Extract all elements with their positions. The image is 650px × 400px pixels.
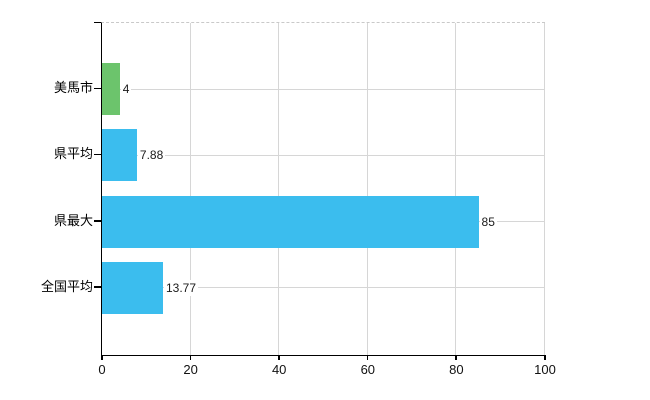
horizontal-gridline xyxy=(102,88,545,90)
x-axis-tick-label: 20 xyxy=(183,362,198,377)
y-axis-tick xyxy=(94,286,101,288)
y-axis-tick xyxy=(94,87,101,89)
bar-value-label: 13.77 xyxy=(164,279,199,296)
vertical-gridline xyxy=(544,23,545,355)
vertical-gridline xyxy=(366,23,368,355)
x-axis-tick-label: 60 xyxy=(360,362,376,377)
vertical-gridline xyxy=(189,23,191,355)
bar-value-label: 4 xyxy=(120,81,132,97)
category-label: 全国平均 xyxy=(40,278,93,294)
category-label: 美馬市 xyxy=(53,80,93,95)
vertical-gridline xyxy=(278,23,280,355)
bar xyxy=(102,195,479,248)
horizontal-gridline xyxy=(102,154,545,156)
bar-value-label: 7.88 xyxy=(137,147,166,164)
bar-value-label: 85 xyxy=(479,213,497,230)
bar xyxy=(102,63,120,115)
category-label: 県平均 xyxy=(53,146,93,162)
y-axis-tick xyxy=(94,153,101,156)
x-axis-tick xyxy=(366,355,369,360)
bar xyxy=(102,129,137,182)
x-axis-tick-label: 100 xyxy=(534,362,556,377)
horizontal-gridline xyxy=(102,287,545,289)
x-axis-tick-label: 40 xyxy=(271,362,287,377)
x-axis-tick xyxy=(455,355,457,360)
y-axis-top-tick xyxy=(94,21,101,23)
x-axis-tick xyxy=(544,355,546,360)
bar xyxy=(102,261,163,314)
vertical-gridline xyxy=(455,23,457,355)
x-axis-tick-label: 80 xyxy=(449,362,464,377)
x-axis-tick xyxy=(278,355,280,360)
plot-area: 4 7.88 85 13.77 xyxy=(101,22,545,356)
y-axis-tick xyxy=(94,220,101,222)
category-label: 県最大 xyxy=(53,212,93,228)
x-axis-tick-label: 0 xyxy=(98,362,106,377)
x-axis-tick xyxy=(189,355,192,360)
x-axis-tick xyxy=(101,355,103,360)
